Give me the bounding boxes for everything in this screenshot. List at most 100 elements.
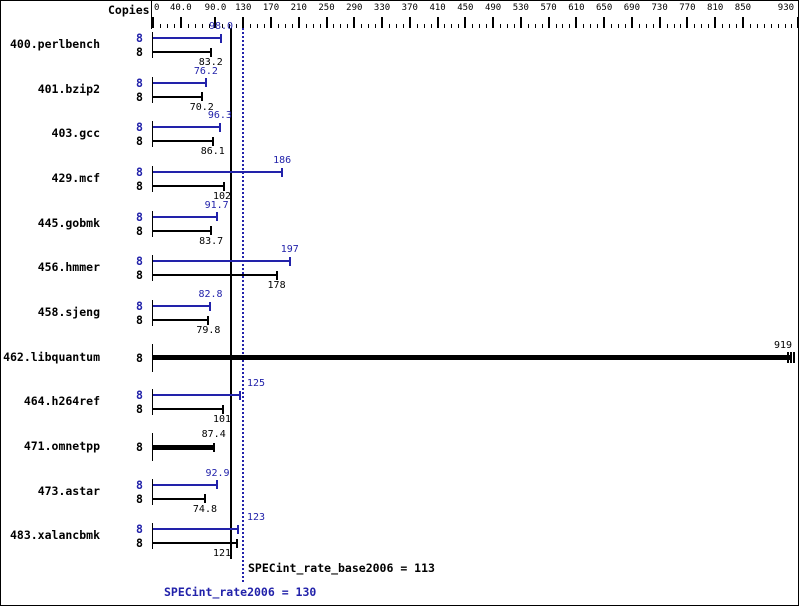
benchmark-name-label: 403.gcc (51, 126, 100, 141)
base-copies-label: 8 (136, 402, 143, 417)
axis-minor-tick (166, 24, 168, 28)
benchmark-name-label: 401.bzip2 (37, 81, 100, 96)
base-value-label: 74.8 (192, 503, 217, 515)
base-bar-endcap (212, 442, 215, 452)
axis-major-tick (575, 17, 578, 28)
peak-bar (153, 528, 239, 531)
axis-minor-tick (534, 24, 536, 28)
row-axis-bracket (152, 523, 153, 550)
base-bar-endcap (211, 136, 214, 146)
base-bar-endcap (222, 181, 225, 191)
axis-major-tick (714, 17, 717, 28)
axis-minor-tick (666, 24, 668, 28)
row-axis-bracket (152, 210, 153, 237)
axis-tick-label: 490 (484, 3, 502, 13)
peak-copies-label: 8 (136, 209, 143, 224)
axis-major-tick (408, 17, 411, 28)
base-bar (153, 444, 214, 450)
axis-major-tick (269, 17, 272, 28)
axis-minor-tick (770, 24, 772, 28)
base-bar (153, 95, 202, 98)
base-value-label: 102 (213, 191, 232, 203)
axis-minor-tick (291, 24, 293, 28)
axis-major-tick (152, 17, 154, 28)
row-axis-bracket (152, 433, 153, 462)
base-value-label: 919 (774, 339, 793, 351)
axis-minor-tick (201, 24, 203, 28)
peak-copies-label: 8 (136, 254, 143, 269)
base-bar (153, 51, 211, 53)
peak-bar (153, 305, 211, 308)
axis-major-tick (547, 17, 550, 28)
axis-minor-tick (173, 24, 175, 28)
base-bar-endcap (235, 538, 238, 548)
benchmark-name-label: 400.perlbench (9, 37, 100, 51)
base-value-label: 83.7 (199, 235, 224, 247)
axis-minor-tick (312, 24, 314, 28)
peak-bar (153, 394, 240, 397)
axis-minor-tick (735, 24, 737, 28)
benchmark-name-label: 483.xalancbmk (9, 528, 100, 543)
header-separator (151, 1, 152, 29)
axis-major-tick (214, 17, 217, 28)
axis-minor-tick (416, 24, 418, 28)
base-bar (153, 140, 213, 143)
axis-minor-tick (430, 24, 432, 28)
axis-major-tick (464, 17, 467, 28)
base-copies-label: 8 (136, 313, 143, 328)
axis-minor-tick (159, 24, 161, 28)
axis-minor-tick (444, 24, 446, 28)
base-bar (153, 274, 277, 277)
axis-minor-tick (340, 24, 342, 28)
base-copies-label: 8 (136, 491, 143, 506)
axis-minor-tick (513, 24, 515, 28)
base-value-label: 83.2 (198, 57, 223, 68)
axis-major-tick (603, 17, 606, 28)
peak-bar-endcap (237, 524, 240, 534)
axis-minor-tick (624, 24, 626, 28)
base-bar (153, 319, 209, 322)
base-bar (153, 355, 791, 361)
peak-bar-endcap (281, 167, 284, 177)
peak-copies-label: 8 (136, 477, 143, 492)
axis-minor-tick (472, 24, 474, 28)
base-value-label: 101 (213, 414, 232, 426)
peak-bar (153, 37, 221, 39)
base-copies-label: 8 (136, 179, 143, 194)
benchmark-name-label: 458.sjeng (37, 305, 100, 320)
base-copies-label: 8 (136, 89, 143, 104)
axis-minor-tick (375, 24, 377, 28)
axis-minor-tick (541, 24, 543, 28)
base-bar (153, 229, 212, 232)
peak-bar-endcap (216, 480, 219, 490)
base-bar-endcap (203, 494, 206, 504)
summary-base-label: SPECint_rate_base2006 = 113 (248, 561, 435, 575)
axis-minor-tick (722, 24, 724, 28)
axis-minor-tick (277, 24, 279, 28)
axis-major-tick (325, 17, 328, 28)
axis-tick-label: 0 (154, 3, 160, 13)
axis-minor-tick (569, 24, 571, 28)
peak-copies-label: 8 (136, 522, 143, 537)
axis-minor-tick (257, 24, 259, 28)
axis-minor-tick (458, 24, 460, 28)
axis-minor-tick (749, 24, 751, 28)
axis-tick-label: 850 (734, 3, 752, 13)
peak-value-label: 82.8 (198, 289, 223, 301)
benchmark-name-label: 471.omnetpp (23, 439, 100, 454)
peak-bar-endcap (238, 390, 241, 400)
axis-minor-tick (388, 24, 390, 28)
row-axis-bracket (152, 255, 153, 282)
base-reference-line (230, 28, 232, 559)
axis-minor-tick (264, 24, 266, 28)
row-axis-bracket (152, 343, 153, 372)
base-bar (153, 542, 237, 545)
axis-minor-tick (562, 24, 564, 28)
base-bar-endcap (222, 404, 225, 414)
axis-major-tick (179, 17, 182, 28)
axis-major-tick (242, 17, 245, 28)
axis-minor-tick (763, 24, 765, 28)
row-axis-bracket (152, 32, 153, 58)
axis-tick-label: 650 (596, 3, 613, 13)
